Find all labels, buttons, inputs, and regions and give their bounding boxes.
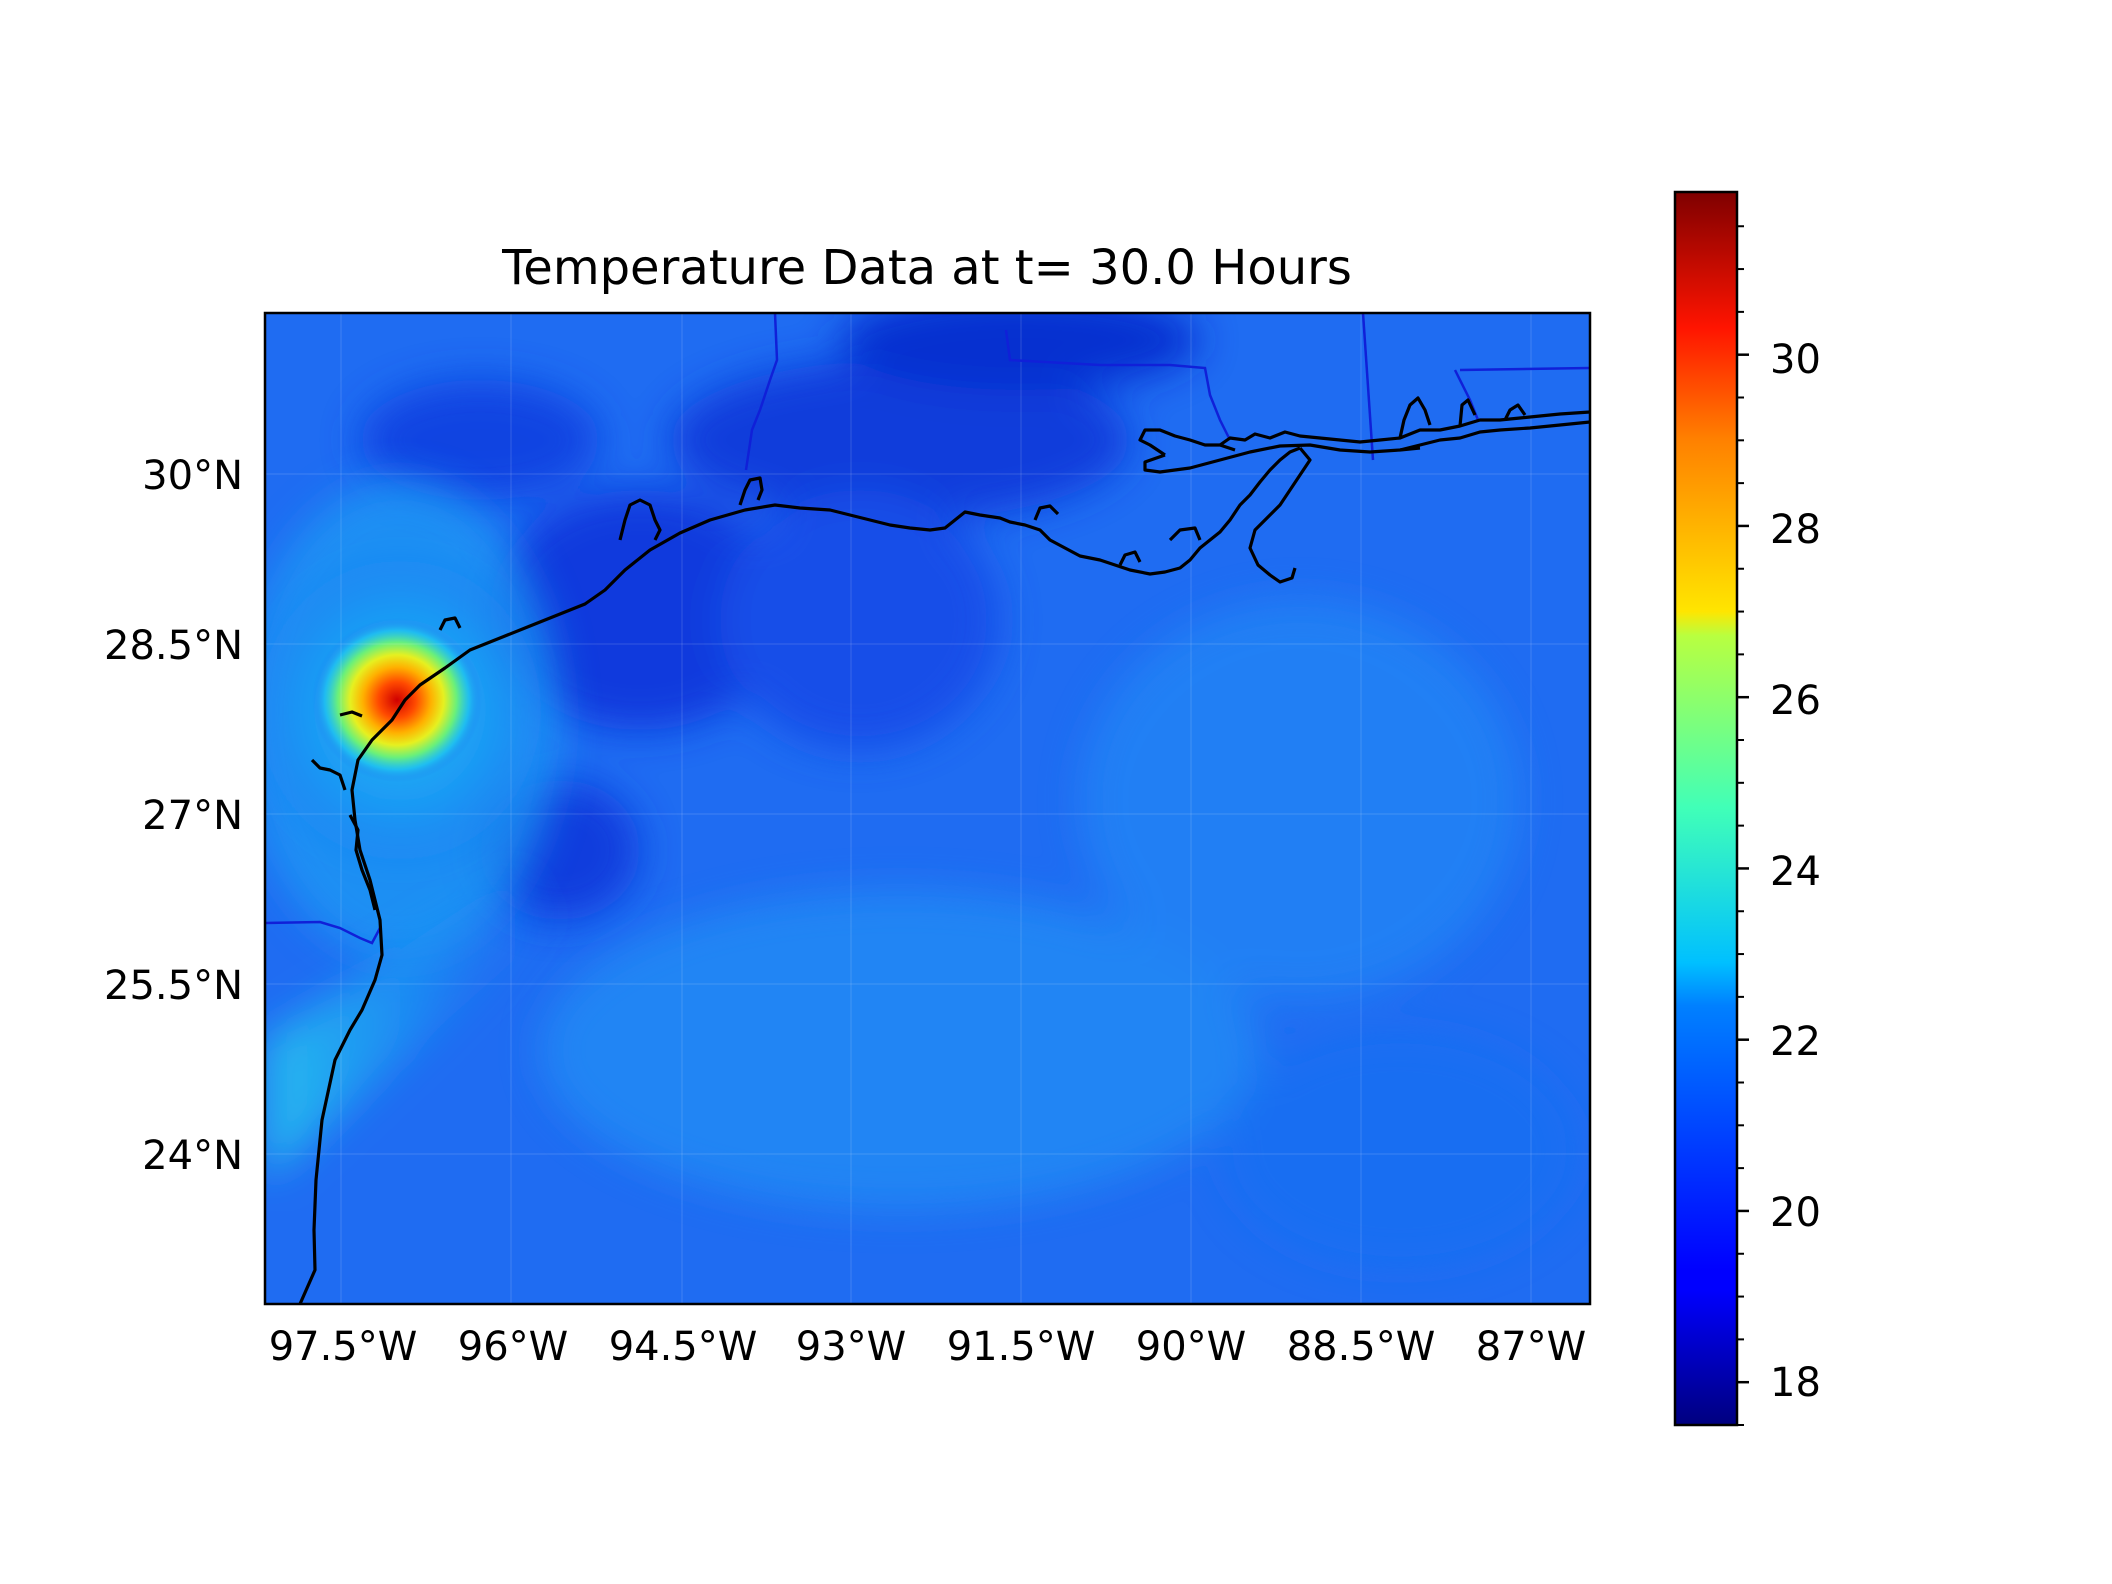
colorbar-tick-label: 24 [1770, 849, 1821, 895]
coastline [298, 396, 1590, 1304]
lat-tick-label: 24°N [142, 1133, 243, 1179]
lon-tick-label: 96°W [458, 1324, 568, 1370]
colorbar-tick-label: 26 [1770, 678, 1821, 724]
lon-tick-label: 93°W [796, 1324, 906, 1370]
lon-tick-label: 87°W [1476, 1324, 1586, 1370]
colorbar: 30 28 26 24 22 20 18 [1673, 190, 1821, 1427]
colorbar-tick-label: 28 [1770, 507, 1821, 553]
colorbar-gradient [1673, 190, 1739, 1427]
lat-tick-label: 28.5°N [104, 623, 243, 669]
chart-title: Temperature Data at t= 30.0 Hours [501, 240, 1352, 296]
lat-tick-label: 27°N [142, 793, 243, 839]
lon-tick-label: 91.5°W [947, 1324, 1096, 1370]
lon-tick-label: 90°W [1136, 1324, 1246, 1370]
colorbar-tick-label: 18 [1770, 1360, 1821, 1406]
hurricane-core [312, 618, 482, 782]
colorbar-labels: 30 28 26 24 22 20 18 [1770, 337, 1821, 1406]
lat-axis: 30°N 28.5°N 27°N 25.5°N 24°N [104, 453, 243, 1179]
state-borders [265, 313, 1590, 945]
colorbar-tick-label: 20 [1770, 1190, 1821, 1236]
colorbar-tick-label: 22 [1770, 1019, 1821, 1065]
lon-tick-label: 97.5°W [269, 1324, 418, 1370]
temperature-field [265, 313, 1590, 1304]
lon-tick-label: 94.5°W [609, 1324, 758, 1370]
lon-axis: 97.5°W 96°W 94.5°W 93°W 91.5°W 90°W 88.5… [269, 1324, 1587, 1370]
colorbar-ticks [1737, 225, 1749, 1426]
lat-tick-label: 30°N [142, 453, 243, 499]
colorbar-tick-label: 30 [1770, 337, 1821, 383]
lon-tick-label: 88.5°W [1287, 1324, 1436, 1370]
lat-tick-label: 25.5°N [104, 963, 243, 1009]
map-frame [263, 311, 1592, 1306]
